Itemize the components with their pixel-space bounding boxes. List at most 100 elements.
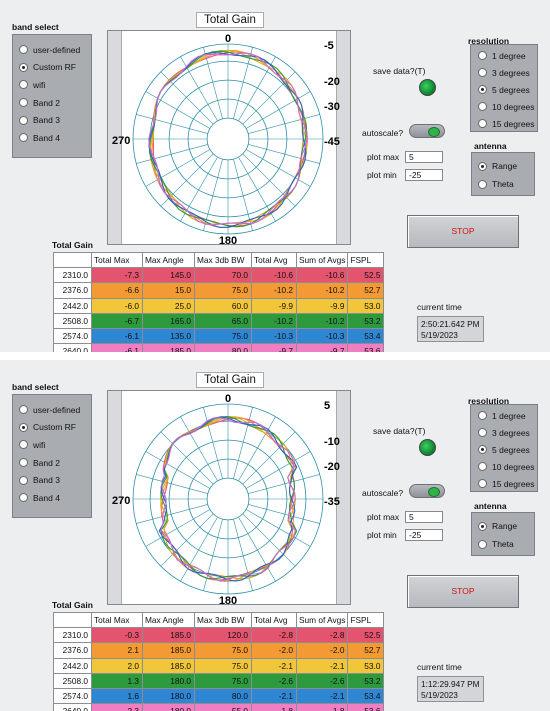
stop-button[interactable]: STOP xyxy=(407,215,519,248)
table-cell: -2.0 xyxy=(251,642,297,659)
polar-spoke xyxy=(203,407,223,479)
resolution-option-1[interactable]: 1 degree xyxy=(471,47,537,64)
radio-icon[interactable] xyxy=(19,493,28,503)
table-row: 2442.0 -6.0 25.0 60.0 -9.9 -9.9 53.0 xyxy=(53,297,385,314)
frequency-cell: 2310.0 xyxy=(53,627,92,644)
frequency-cell: 2376.0 xyxy=(53,642,92,659)
table-cell: -9.9 xyxy=(251,297,297,314)
radio-icon[interactable] xyxy=(478,68,487,77)
antenna-option-theta[interactable]: Theta xyxy=(472,535,534,553)
resolution-option-1[interactable]: 1 degree xyxy=(471,407,537,424)
radio-icon[interactable] xyxy=(478,102,487,111)
resolution-option-15[interactable]: 15 degrees xyxy=(471,115,537,132)
polar-spoke xyxy=(248,474,320,494)
radio-icon[interactable] xyxy=(19,45,28,55)
plot-min-input[interactable]: -25 xyxy=(405,529,443,541)
autoscale-toggle[interactable] xyxy=(409,124,445,138)
autoscale-toggle[interactable] xyxy=(409,484,445,498)
radio-icon[interactable] xyxy=(478,179,487,189)
table-cell: 135.0 xyxy=(142,327,195,345)
polar-spoke xyxy=(248,504,320,524)
radio-icon[interactable] xyxy=(19,80,28,90)
radio-icon[interactable] xyxy=(478,161,487,171)
radio-icon[interactable] xyxy=(478,521,487,531)
antenna-option-range[interactable]: Range xyxy=(472,517,534,535)
table-cell: -10.2 xyxy=(251,312,297,329)
table-cell: 165.0 xyxy=(142,312,195,329)
radio-icon[interactable] xyxy=(19,422,28,432)
radio-icon[interactable] xyxy=(19,440,28,450)
save-data-indicator[interactable] xyxy=(419,79,436,96)
radio-icon[interactable] xyxy=(19,405,28,415)
resolution-option-3[interactable]: 3 degrees xyxy=(471,424,537,441)
plot-max-input[interactable]: 5 xyxy=(405,151,443,163)
table-cell: -1.8 xyxy=(295,703,349,711)
band-option-custom-rf[interactable]: Custom RF xyxy=(13,59,91,77)
antenna-label: antenna xyxy=(474,141,507,151)
band-option-user-defined[interactable]: user-defined xyxy=(13,41,91,59)
table-cell: -2.8 xyxy=(295,627,349,644)
radio-icon[interactable] xyxy=(478,462,487,471)
plot-max-input[interactable]: 5 xyxy=(405,511,443,523)
table-cell: -9.9 xyxy=(295,297,349,314)
resolution-option-3[interactable]: 3 degrees xyxy=(471,64,537,81)
radio-icon[interactable] xyxy=(478,85,487,94)
table-cell: -7.3 xyxy=(91,267,143,284)
frequency-cell: 2640.0 xyxy=(53,703,92,711)
radio-icon[interactable] xyxy=(19,133,28,143)
radio-icon[interactable] xyxy=(19,62,28,72)
resolution-option-10[interactable]: 10 degrees xyxy=(471,98,537,115)
resolution-option-label: 5 degrees xyxy=(492,444,530,455)
ring-label-4: -35 xyxy=(324,496,340,508)
frequency-cell: 2508.0 xyxy=(53,672,92,689)
save-data-indicator[interactable] xyxy=(419,439,436,456)
table-cell: 25.0 xyxy=(142,297,195,314)
band-option-label: Band 3 xyxy=(33,475,60,486)
resolution-option-label: 10 degrees xyxy=(492,461,535,472)
band-option-band-4[interactable]: Band 4 xyxy=(13,489,91,507)
polar-plot: 0 180 270 -5 -20 -30 -45 xyxy=(107,30,351,245)
radio-icon[interactable] xyxy=(478,428,487,437)
table-cell: -2.1 xyxy=(295,657,349,674)
band-option-band-2[interactable]: Band 2 xyxy=(13,94,91,112)
radio-icon[interactable] xyxy=(478,119,487,128)
radio-icon[interactable] xyxy=(19,115,28,125)
radio-icon[interactable] xyxy=(19,475,28,485)
band-option-user-defined[interactable]: user-defined xyxy=(13,401,91,419)
polar-spoke xyxy=(136,114,208,134)
band-option-wifi[interactable]: wifi xyxy=(13,76,91,94)
band-option-label: user-defined xyxy=(33,44,81,55)
polar-trace-2 xyxy=(160,416,297,580)
resolution-option-5[interactable]: 5 degrees xyxy=(471,441,537,458)
polar-spoke xyxy=(233,519,253,591)
polar-spoke xyxy=(245,451,311,489)
resolution-option-5[interactable]: 5 degrees xyxy=(471,81,537,98)
radio-icon[interactable] xyxy=(478,539,487,549)
band-option-band-4[interactable]: Band 4 xyxy=(13,129,91,147)
polar-svg: 0 180 270 5 -10 -20 -35 xyxy=(112,393,340,604)
polar-spoke xyxy=(238,156,276,222)
polar-spoke xyxy=(180,416,218,482)
plot-min-input[interactable]: -25 xyxy=(405,169,443,181)
radio-icon[interactable] xyxy=(478,479,487,488)
table-row: 2310.0 -7.3 145.0 70.0 -10.6 -10.6 52.5 xyxy=(53,267,385,284)
band-option-wifi[interactable]: wifi xyxy=(13,436,91,454)
radio-icon[interactable] xyxy=(478,411,487,420)
band-option-custom-rf[interactable]: Custom RF xyxy=(13,419,91,437)
resolution-option-10[interactable]: 10 degrees xyxy=(471,458,537,475)
radio-icon[interactable] xyxy=(19,98,28,108)
plot-right-strip xyxy=(336,391,350,604)
radio-icon[interactable] xyxy=(478,51,487,60)
table-cell: 75.0 xyxy=(194,657,252,674)
radio-icon[interactable] xyxy=(478,445,487,454)
table-cell: 53.2 xyxy=(347,312,385,329)
antenna-option-range[interactable]: Range xyxy=(472,157,534,175)
stop-button[interactable]: STOP xyxy=(407,575,519,608)
radio-icon[interactable] xyxy=(19,458,28,468)
band-option-band-3[interactable]: Band 3 xyxy=(13,471,91,489)
resolution-option-15[interactable]: 15 degrees xyxy=(471,475,537,492)
antenna-option-theta[interactable]: Theta xyxy=(472,175,534,193)
band-option-band-3[interactable]: Band 3 xyxy=(13,111,91,129)
band-option-band-2[interactable]: Band 2 xyxy=(13,454,91,472)
table-cell: -10.2 xyxy=(295,312,349,329)
